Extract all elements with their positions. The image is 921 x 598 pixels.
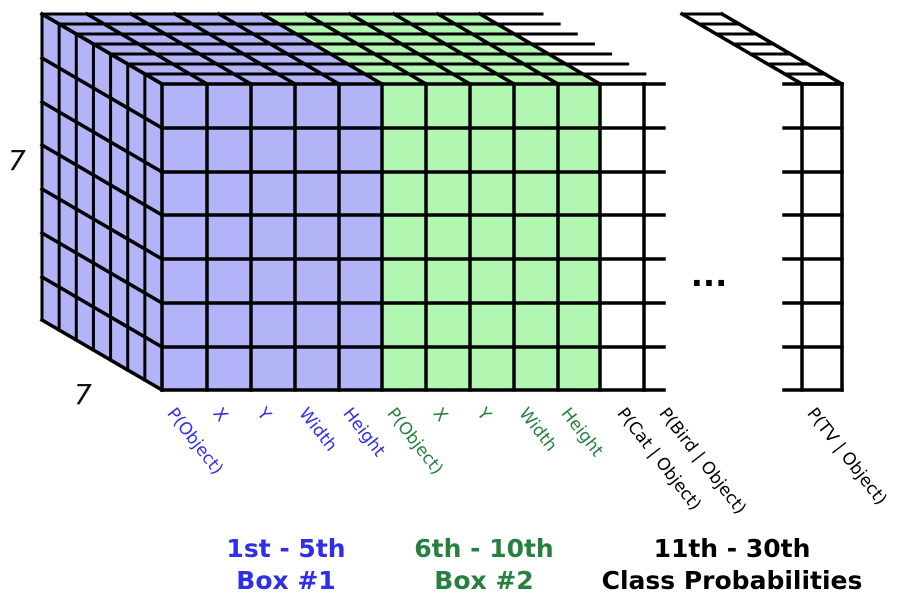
grid-line xyxy=(679,11,805,87)
box1-top-face xyxy=(42,14,382,84)
grid-line xyxy=(391,11,517,87)
grid-line xyxy=(39,11,165,87)
box1-front-face xyxy=(162,84,382,390)
ellipsis-mark: ... xyxy=(691,256,727,294)
channel-label-5: Height xyxy=(339,404,390,461)
grid-line xyxy=(39,230,165,306)
channel-label-9: Width xyxy=(515,404,561,455)
grid-line xyxy=(39,55,165,131)
box2-front-face xyxy=(382,84,600,390)
rows-dimension-label: 7 xyxy=(8,144,26,177)
grid-line xyxy=(303,11,429,87)
group-range-class: 11th - 30th xyxy=(654,534,811,563)
grid-line xyxy=(719,11,845,87)
grid-line xyxy=(39,142,165,218)
box2-top-face xyxy=(262,14,600,84)
group-labels: 1st - 5th Box #1 6th - 10th Box #2 11th - 30… xyxy=(226,534,862,595)
grid-lines xyxy=(39,11,845,393)
grid-line xyxy=(259,11,385,87)
grid-line xyxy=(39,99,165,175)
grid-line xyxy=(347,11,473,87)
grid-line xyxy=(39,186,165,262)
group-range-box2: 6th - 10th xyxy=(414,534,553,563)
grid-line xyxy=(128,11,254,87)
channel-label-2: X xyxy=(209,404,232,426)
grid-line xyxy=(172,11,298,87)
channel-label-10: Height xyxy=(557,404,608,461)
group-title-box1: Box #1 xyxy=(236,566,335,595)
grid-line xyxy=(435,11,561,87)
group-range-box1: 1st - 5th xyxy=(226,534,345,563)
channel-label-7: X xyxy=(429,404,452,426)
channel-label-13: P(TV | Object) xyxy=(803,404,891,509)
channel-label-8: Y xyxy=(472,403,495,425)
grid-line xyxy=(39,317,165,393)
channel-label-3: Y xyxy=(252,403,275,425)
group-title-class: Class Probabilities xyxy=(602,566,863,595)
grid-line xyxy=(216,11,342,87)
group-title-box2: Box #2 xyxy=(434,566,533,595)
grid-line xyxy=(84,11,210,87)
grid-line xyxy=(477,11,603,87)
cols-dimension-label: 7 xyxy=(74,378,92,411)
grid-line xyxy=(39,274,165,350)
channel-label-4: Width xyxy=(295,404,341,455)
